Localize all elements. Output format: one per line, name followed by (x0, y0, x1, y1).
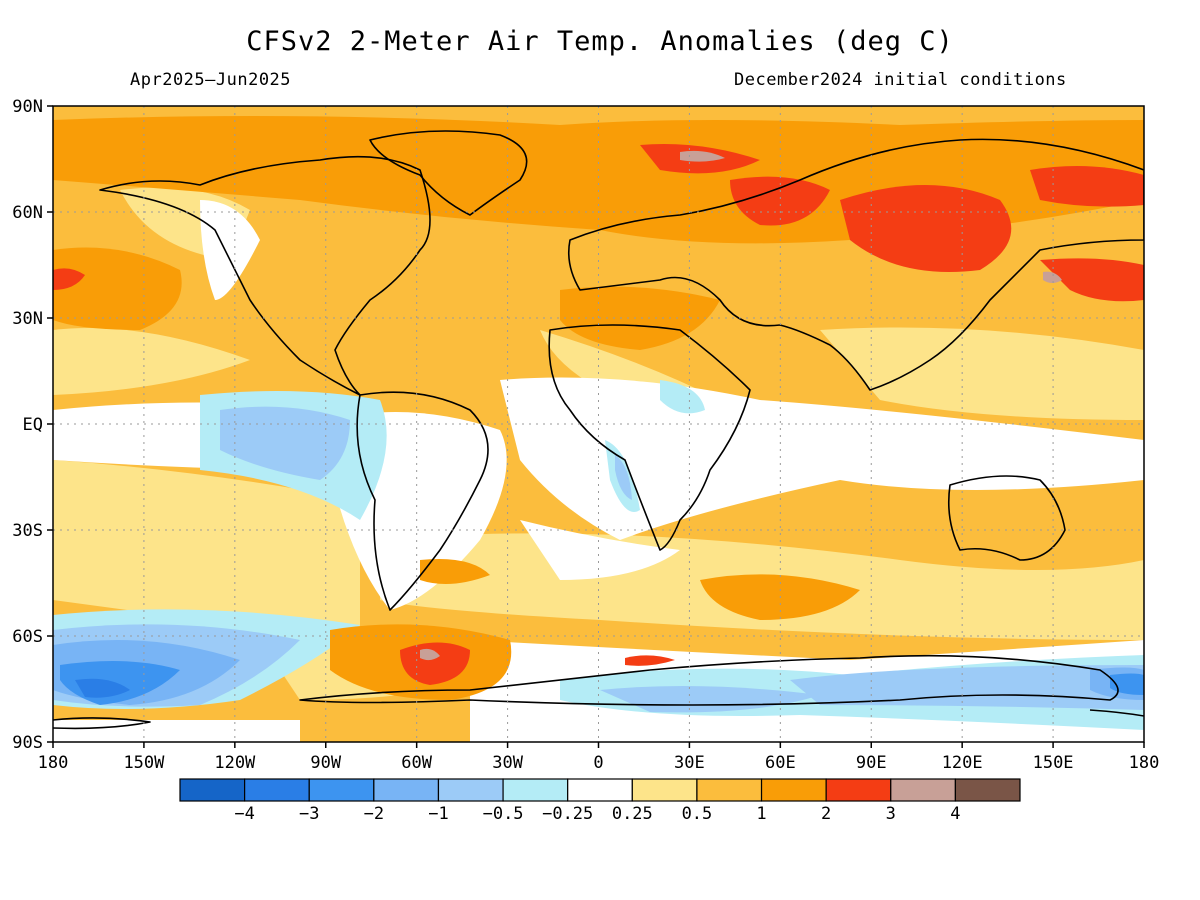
lon-tick-label: 30E (674, 753, 705, 773)
colorbar-swatch (179, 778, 246, 802)
lat-tick-label: 60S (12, 627, 43, 647)
lon-tick-label: 30W (492, 753, 523, 773)
coastlines (53, 130, 1144, 730)
lon-tick-label: 150W (123, 753, 165, 773)
colorbar-label: −0.5 (483, 804, 524, 824)
anomaly-band-3-4 (420, 150, 1062, 661)
anomaly-band-neg-3 (75, 678, 130, 698)
antarctica-edge-outline (53, 717, 151, 730)
lon-tick-label: 180 (1129, 753, 1160, 773)
colorbar-label: 3 (886, 804, 896, 824)
colorbar-swatch (954, 778, 1021, 802)
colorbar-label: −2 (364, 804, 384, 824)
latitude-axis: 90N 60N 30N EQ 30S 60S 90S (12, 97, 53, 753)
lon-tick-label: 180 (38, 753, 69, 773)
anomaly-band-2-3 (53, 144, 1144, 685)
antarctica-edge-east-outline (1089, 709, 1144, 717)
lon-tick-label: 90W (310, 753, 341, 773)
forecast-period: Apr2025–Jun2025 (130, 70, 292, 90)
lat-tick-label: 60N (12, 203, 43, 223)
antarctica-outline (299, 654, 1119, 706)
colorbar-label: 1 (756, 804, 766, 824)
colorbar-label: 2 (821, 804, 831, 824)
lon-tick-label: 0 (593, 753, 603, 773)
colorbar-label: −1 (428, 804, 448, 824)
colorbar-swatch (373, 778, 440, 802)
lon-tick-label: 60W (401, 753, 432, 773)
south-america-outline (356, 391, 489, 611)
initial-conditions: December2024 initial conditions (734, 70, 1067, 90)
colorbar-label: 0.25 (612, 804, 653, 824)
colorbar-swatch (244, 778, 310, 802)
lat-tick-label: 90N (12, 97, 43, 117)
colorbar-swatch (760, 778, 827, 802)
graticule (53, 106, 1144, 742)
colorbar-label: −4 (234, 804, 254, 824)
colorbar-swatch (825, 778, 892, 802)
colorbar-label: 4 (950, 804, 960, 824)
colorbar: −4 −3 −2 −1 −0.5 −0.25 0.25 0.5 1 2 3 4 (179, 778, 1021, 824)
colorbar-label: 0.5 (682, 804, 713, 824)
colorbar-label: −0.25 (542, 804, 593, 824)
colorbar-swatch (696, 778, 763, 802)
map-field (53, 106, 1144, 742)
lat-tick-label: 30S (12, 521, 43, 541)
colorbar-swatch (567, 778, 633, 802)
lat-tick-label: 90S (12, 733, 43, 753)
australia-outline (947, 475, 1066, 561)
lon-tick-label: 150E (1033, 753, 1074, 773)
africa-outline (548, 324, 751, 551)
colorbar-label: −3 (299, 804, 319, 824)
longitude-axis: 180 150W 120W 90W 60W 30W 0 30E 60E 90E 120E 150E 18… (38, 742, 1160, 773)
colorbar-swatch (437, 778, 504, 802)
colorbar-swatch (890, 778, 956, 802)
lon-tick-label: 60E (765, 753, 796, 773)
lon-tick-label: 90E (856, 753, 887, 773)
north-america-outline (99, 155, 431, 396)
greenland-outline (369, 130, 528, 216)
lon-tick-label: 120E (942, 753, 983, 773)
colorbar-swatch (502, 778, 569, 802)
eurasia-outline (567, 138, 1144, 391)
colorbar-swatch (631, 778, 698, 802)
map-title: CFSv2 2-Meter Air Temp. Anomalies (deg C… (246, 26, 954, 57)
lat-tick-label: 30N (12, 309, 43, 329)
lat-tick-label: EQ (23, 415, 43, 435)
colorbar-swatch (308, 778, 375, 802)
lon-tick-label: 120W (214, 753, 256, 773)
